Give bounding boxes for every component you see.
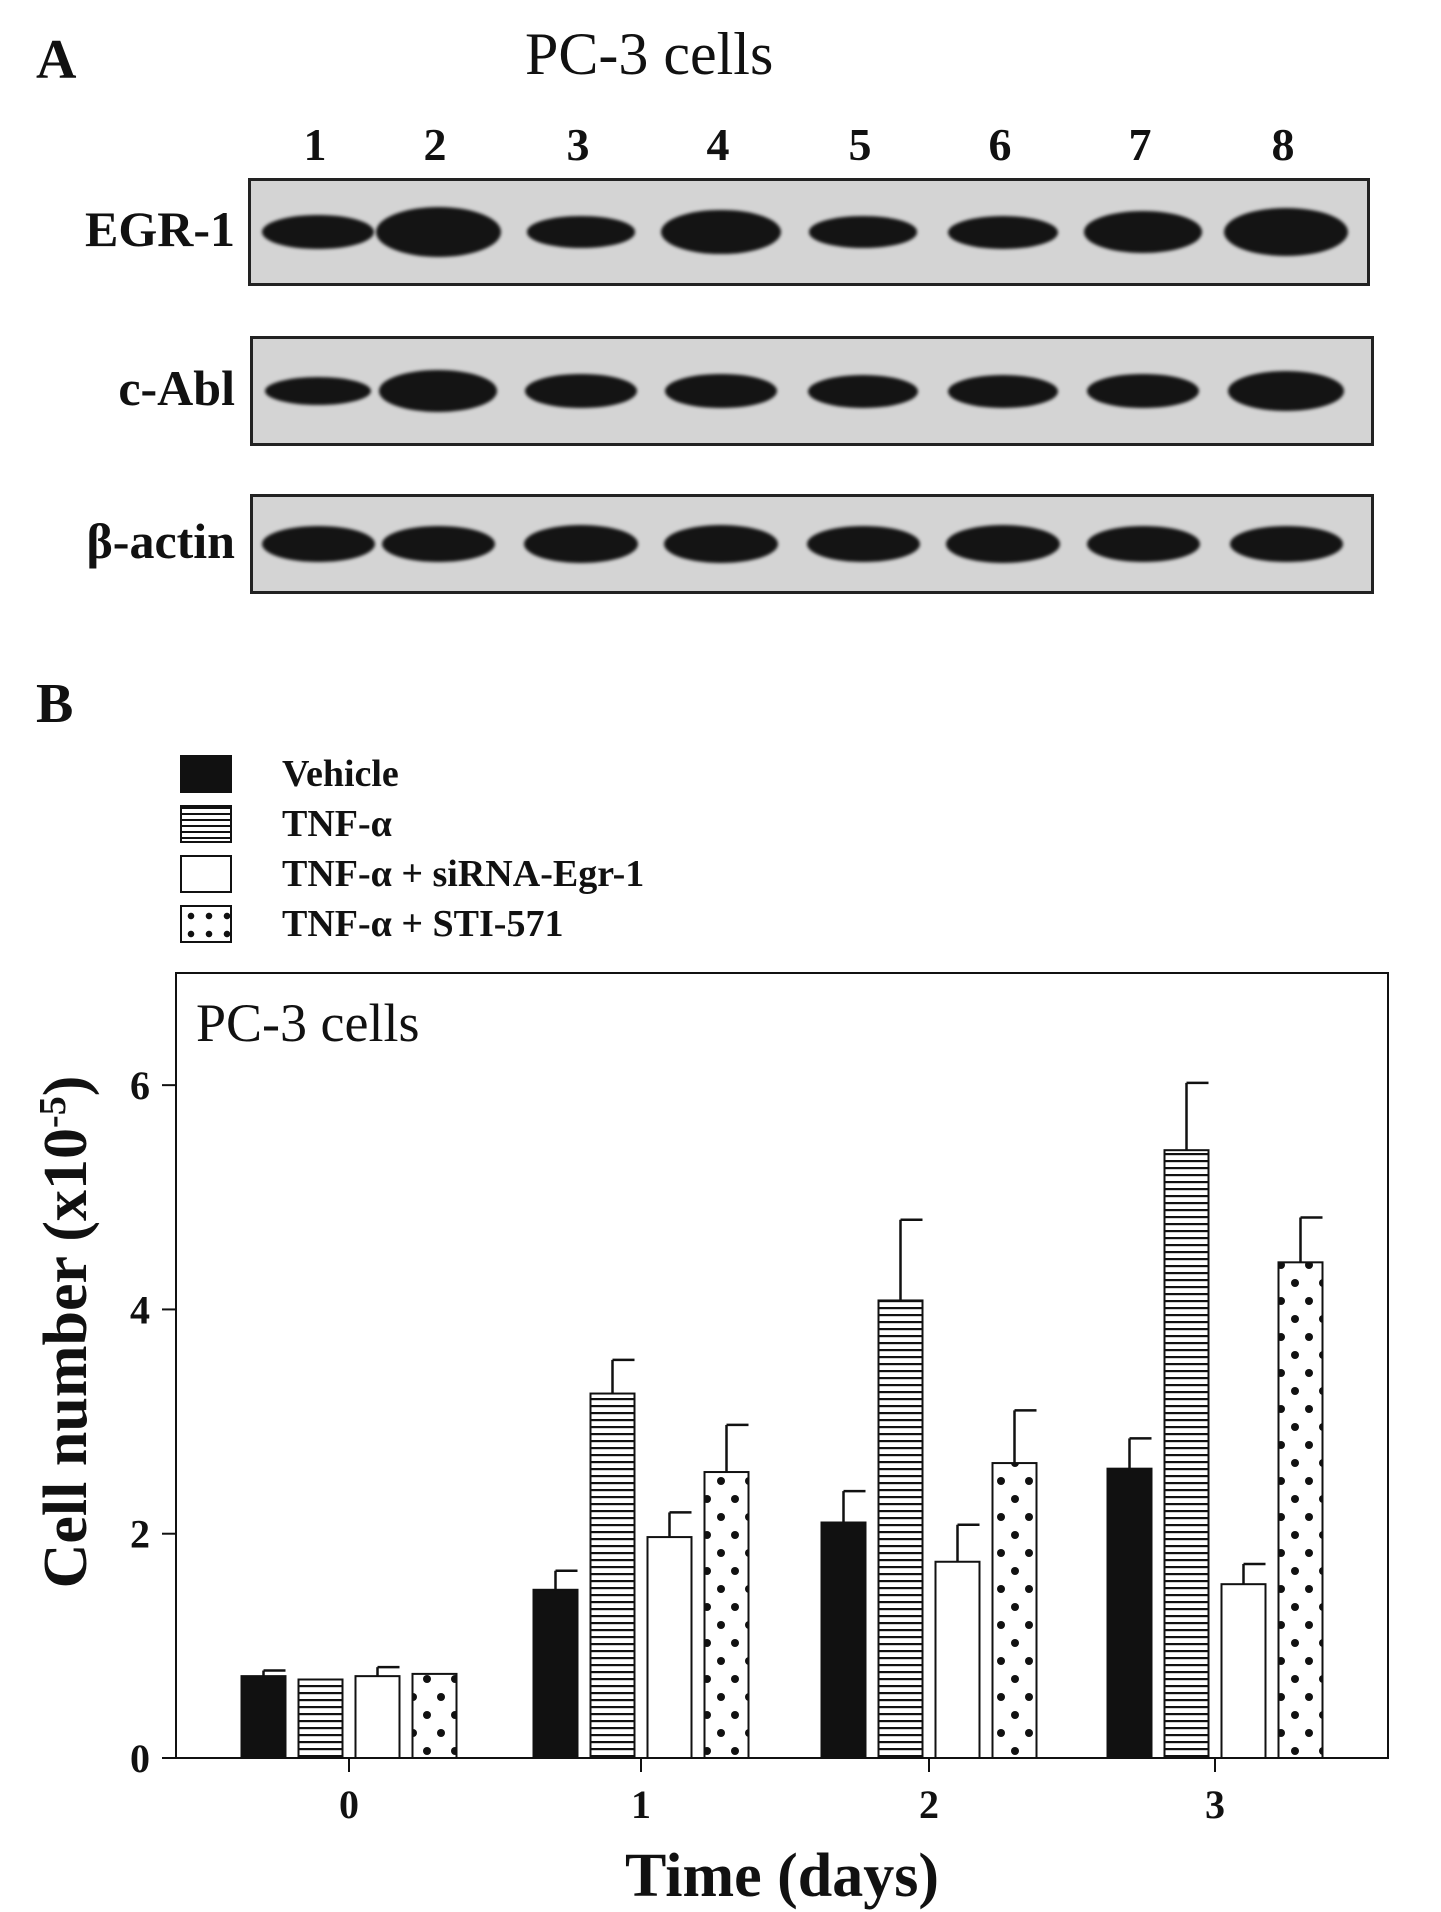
- x-axis-label: Time (days): [625, 1842, 939, 1910]
- blot-strip: [250, 336, 1374, 446]
- blot-strip: [250, 494, 1374, 594]
- plot-frame: [175, 972, 1389, 1759]
- blot-band: [948, 215, 1058, 249]
- panel-b-letter: B: [36, 673, 74, 735]
- legend-swatch: [180, 805, 232, 843]
- blot-band: [523, 524, 639, 564]
- blot-band: [660, 209, 782, 255]
- lane-number: 8: [1271, 119, 1295, 170]
- lane-number: 2: [423, 119, 447, 170]
- y-axis-label-sup: -5: [32, 1096, 74, 1128]
- x-tick-label: 1: [631, 1782, 651, 1827]
- blot-band: [379, 370, 497, 412]
- legend-swatch: [180, 755, 232, 793]
- bar-white: [1220, 1583, 1267, 1760]
- y-axis-label-end: ): [32, 1076, 100, 1097]
- y-axis-label: Cell number (x10-5): [32, 1076, 100, 1589]
- bar-solid: [240, 1675, 287, 1760]
- legend-label: TNF-α: [282, 803, 392, 845]
- blot-band: [261, 525, 375, 563]
- y-tick-label: 6: [130, 1063, 150, 1108]
- bar-hstripes: [297, 1678, 344, 1759]
- blot-label: β-actin: [86, 513, 235, 569]
- y-tick-label: 4: [130, 1287, 150, 1332]
- bar-white: [646, 1536, 693, 1759]
- x-tick-label: 2: [919, 1782, 939, 1827]
- blot-band: [1087, 373, 1199, 409]
- bar-hstripes: [877, 1299, 924, 1759]
- panel-a-letter: A: [36, 29, 77, 91]
- bar-white: [934, 1560, 981, 1759]
- bar-dots: [411, 1672, 458, 1760]
- legend-swatch: [180, 855, 232, 893]
- blot-band: [381, 525, 495, 563]
- blot-band: [265, 377, 371, 405]
- lane-number: 1: [303, 119, 327, 170]
- blot-band: [665, 373, 777, 409]
- blot-strip: [248, 178, 1370, 286]
- blot-label: EGR-1: [85, 201, 235, 257]
- legend-item: TNF-α + siRNA-Egr-1: [180, 852, 644, 896]
- blot-band: [1224, 207, 1348, 257]
- blot-band: [808, 216, 918, 248]
- bar-solid: [820, 1521, 867, 1759]
- blot-band: [1084, 211, 1202, 253]
- x-tick-label: 0: [339, 1782, 359, 1827]
- blot-band: [806, 525, 920, 563]
- blot-band: [945, 524, 1061, 564]
- legend-item: TNF-α: [180, 802, 392, 846]
- bar-solid: [1106, 1467, 1153, 1760]
- blot-band: [525, 373, 637, 409]
- blot-band: [1086, 525, 1200, 563]
- bar-solid: [532, 1588, 579, 1759]
- legend-swatch: [180, 905, 232, 943]
- legend-label: Vehicle: [282, 753, 399, 795]
- blot-band: [1229, 525, 1343, 563]
- x-tick-label: 3: [1205, 1782, 1225, 1827]
- lane-number: 6: [988, 119, 1012, 170]
- bar-chart: 0 1 2 3 0 2 4 6 PC-3 cells Time (days) Cell number…: [32, 972, 1389, 1910]
- y-axis-label-main: Cell number (x10: [32, 1128, 100, 1588]
- blot-band: [1228, 371, 1344, 411]
- legend-item: Vehicle: [180, 752, 399, 796]
- bar-hstripes: [589, 1392, 636, 1759]
- lane-number: 4: [706, 119, 730, 170]
- chart-title: PC-3 cells: [196, 993, 420, 1053]
- lane-number: 7: [1128, 119, 1152, 170]
- blot-band: [375, 207, 501, 257]
- lane-number: 3: [566, 119, 590, 170]
- legend-label: TNF-α + siRNA-Egr-1: [282, 853, 645, 895]
- blot-band: [808, 374, 918, 408]
- bar-dots: [991, 1462, 1038, 1759]
- blot-band: [948, 374, 1058, 408]
- bar-dots: [703, 1471, 750, 1759]
- bar-dots: [1277, 1261, 1324, 1759]
- bar-hstripes: [1163, 1149, 1210, 1759]
- blot-band: [526, 216, 636, 248]
- legend-label: TNF-α + STI-571: [282, 903, 564, 945]
- blot-label: c-Abl: [118, 360, 235, 416]
- y-tick-label: 0: [130, 1736, 150, 1781]
- bar-white: [354, 1675, 401, 1760]
- blot-band: [663, 524, 779, 564]
- y-tick-label: 2: [130, 1512, 150, 1557]
- blot-band: [262, 214, 374, 250]
- legend-item: TNF-α + STI-571: [180, 902, 563, 946]
- lane-number: 5: [848, 119, 872, 170]
- blot-title: PC-3 cells: [525, 21, 774, 87]
